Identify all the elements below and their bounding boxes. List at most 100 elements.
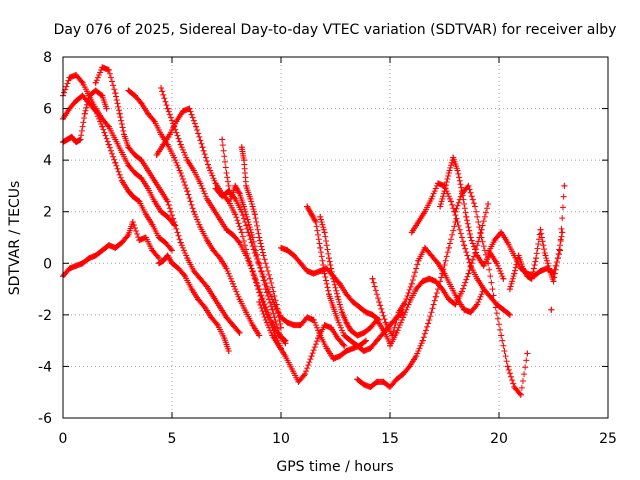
data-point [369,275,376,282]
data-point [86,100,93,107]
data-point [343,319,350,326]
data-point [343,347,350,354]
data-point [445,296,452,303]
data-point [225,188,232,195]
chart-title: Day 076 of 2025, Sidereal Day-to-day VTE… [54,22,617,38]
data-point [454,219,461,226]
data-point [387,384,393,391]
data-point [432,278,439,285]
data-point [480,262,487,269]
data-point [323,345,330,352]
data-point [105,66,112,73]
data-point [142,211,149,218]
data-point [125,162,132,169]
data-point [238,229,245,236]
data-point [177,141,184,148]
data-point [297,322,304,329]
series-track-9 [153,105,284,352]
data-point [312,219,319,226]
data-point [99,64,106,71]
data-point [445,244,452,251]
data-point [360,347,367,354]
data-point [230,231,237,238]
data-point [171,154,178,161]
data-point [245,219,252,226]
y-tick-label: -4 [38,359,52,375]
data-point [223,314,230,321]
data-point [419,278,426,285]
data-point [197,224,204,231]
data-point [441,188,448,195]
data-point [452,301,459,308]
data-point [330,275,337,282]
x-tick-label: 10 [272,431,290,447]
data-point [64,136,71,143]
data-point [498,332,505,339]
data-point [182,273,189,280]
data-point [282,340,289,347]
data-point [73,262,80,269]
data-point [112,159,119,166]
data-point [387,342,393,349]
data-point [373,337,380,344]
data-point [112,136,119,143]
data-point [201,304,208,311]
x-tick-label: 0 [59,431,68,447]
data-point [373,317,380,324]
data-point [216,216,223,223]
data-point [136,237,143,244]
data-point [393,329,400,336]
data-point [118,149,125,156]
data-point [304,268,311,275]
data-point [99,92,106,99]
data-point [151,177,158,184]
data-point [317,213,324,220]
data-point [184,157,191,164]
data-point [421,244,428,251]
data-point [360,329,367,336]
x-axis-label: GPS time / hours [276,459,393,475]
data-point [474,275,481,282]
data-point [341,332,348,339]
data-point [421,208,428,215]
data-point [190,167,197,174]
series-track-1 [60,219,162,280]
data-point [550,278,557,285]
data-point [138,157,145,164]
data-point [491,298,498,305]
data-point [437,203,444,210]
data-point [408,280,415,287]
data-point [249,322,256,329]
data-point [504,363,511,370]
data-point [413,286,420,293]
series-track-12 [238,144,284,331]
data-point [500,275,507,282]
data-point [160,141,167,148]
series-track-13 [256,298,348,385]
data-point [245,255,252,262]
data-point [256,298,263,305]
data-point [221,335,228,342]
data-point [426,275,433,282]
data-point [166,131,173,138]
data-point [367,324,374,331]
data-point [354,342,361,349]
data-point [485,249,492,256]
data-point [413,353,420,360]
data-point [103,105,110,112]
data-point [304,203,311,210]
data-point [145,110,152,117]
data-point [155,260,162,267]
data-point [317,244,324,251]
data-point [92,79,99,86]
data-point [465,182,472,189]
data-point [230,280,237,287]
data-point [223,265,230,272]
data-point [105,123,112,130]
data-point [267,275,274,282]
data-point [86,255,93,262]
data-point [317,268,324,275]
data-point [380,327,387,334]
data-point [400,371,407,378]
data-point [461,306,468,313]
